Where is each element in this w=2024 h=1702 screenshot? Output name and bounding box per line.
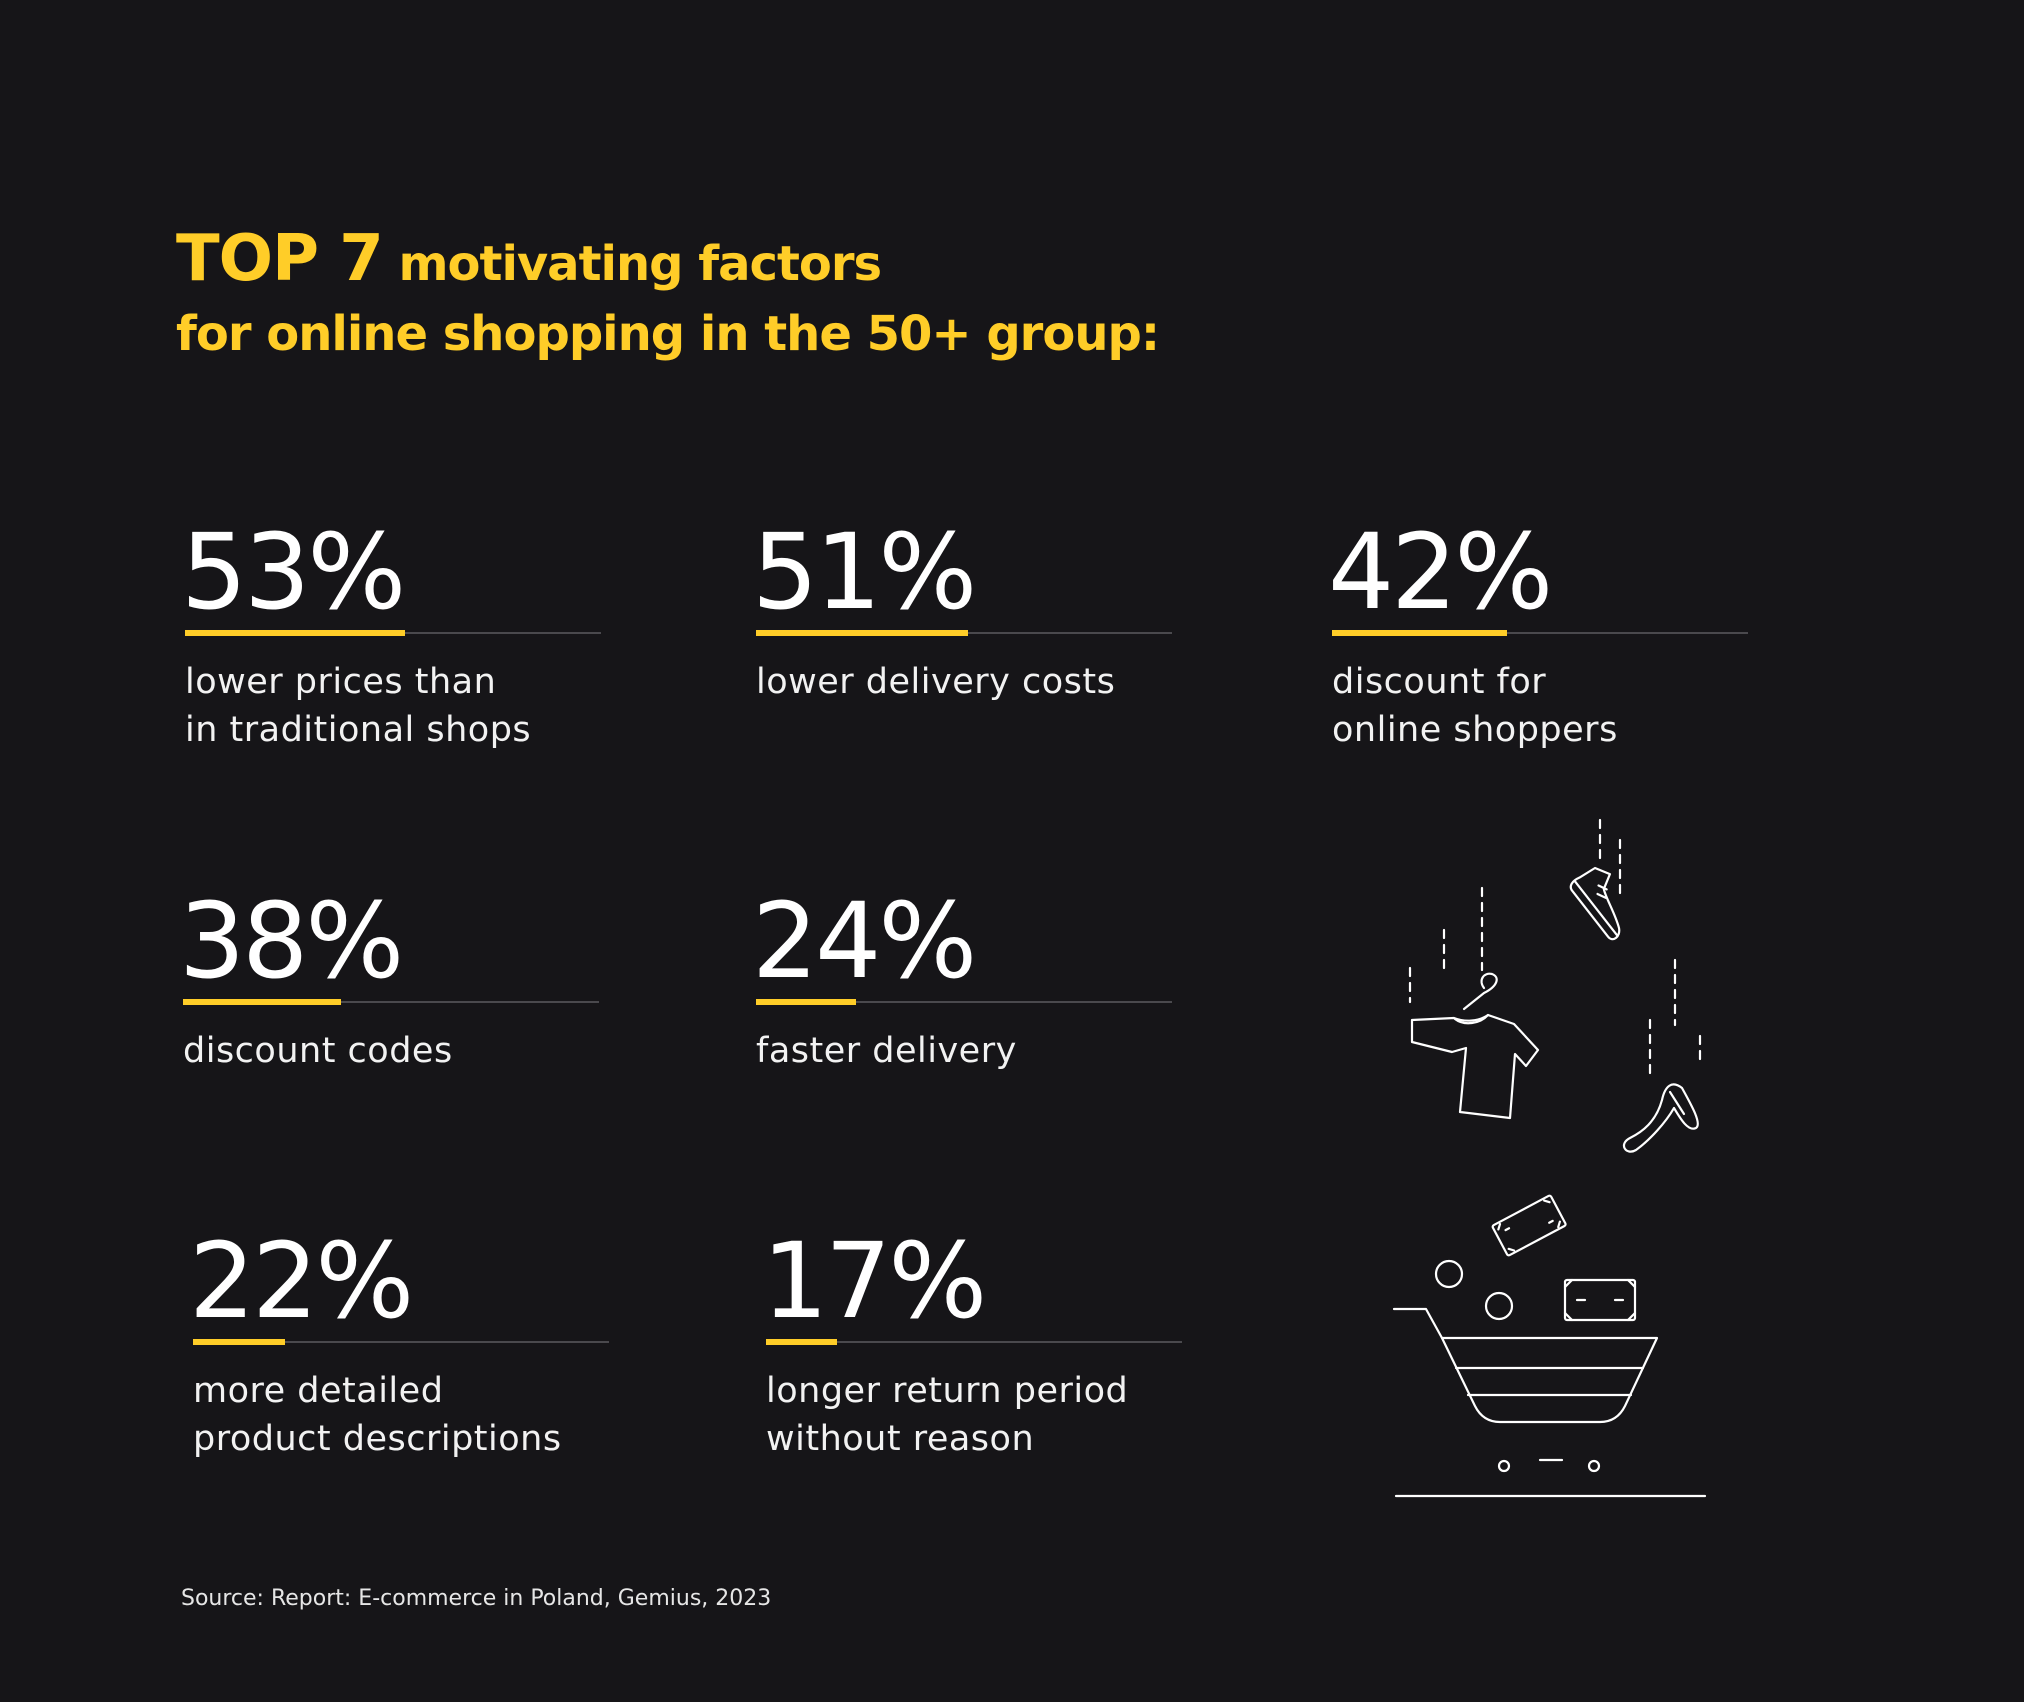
stat-bar-track [756,1001,1172,1003]
stat-value: 38% [179,880,404,1002]
stat-label: discount for online shoppers [1332,662,1618,750]
banknote-icon [1563,1278,1637,1322]
shopping-cart-icon [1392,1307,1707,1498]
stat-bar-fill [1332,630,1507,636]
stat-label: more detailed product descriptions [193,1371,562,1459]
stat-label: lower delivery costs [756,662,1116,702]
stat-bar-fill [183,999,341,1005]
stat-bar-track [183,1001,599,1003]
banknote-icon [1491,1194,1567,1257]
tshirt-icon [1410,972,1540,1120]
motion-lines-icon [1408,818,1702,1080]
sneaker-icon [1569,866,1621,941]
stat-value: 53% [181,511,406,633]
stat-bar-track [1332,632,1748,634]
stat-bar-fill [756,999,856,1005]
stat-bar-fill [193,1339,285,1345]
stat-value: 24% [752,880,977,1002]
stat-value: 51% [752,511,977,633]
stat-label: longer return period without reason [766,1371,1129,1459]
title-line-1: TOP 7 motivating factors [176,224,1159,299]
infographic-title: TOP 7 motivating factors for online shop… [176,224,1160,369]
title-rest: motivating factors [398,236,883,292]
stat-label: faster delivery [756,1031,1017,1071]
stat-bar-track [193,1341,609,1343]
stat-value: 22% [189,1220,414,1342]
shopping-illustration [1392,818,1707,1498]
title-line-2: for online shopping in the 50+ group: [176,306,1160,362]
stat-label: lower prices than in traditional shops [185,662,532,750]
stat-bar-fill [756,630,968,636]
coin-icon [1484,1291,1514,1321]
stat-bar-fill [766,1339,837,1345]
stat-bar-track [766,1341,1182,1343]
high-heel-icon [1622,1083,1699,1153]
coin-icon [1434,1259,1464,1289]
stat-label: discount codes [183,1031,453,1071]
stat-value: 17% [762,1220,987,1342]
stat-value: 42% [1328,511,1553,633]
source-note: Source: Report: E-commerce in Poland, Ge… [181,1586,772,1611]
title-strong: TOP 7 [176,222,384,296]
stat-bar-fill [185,630,405,636]
